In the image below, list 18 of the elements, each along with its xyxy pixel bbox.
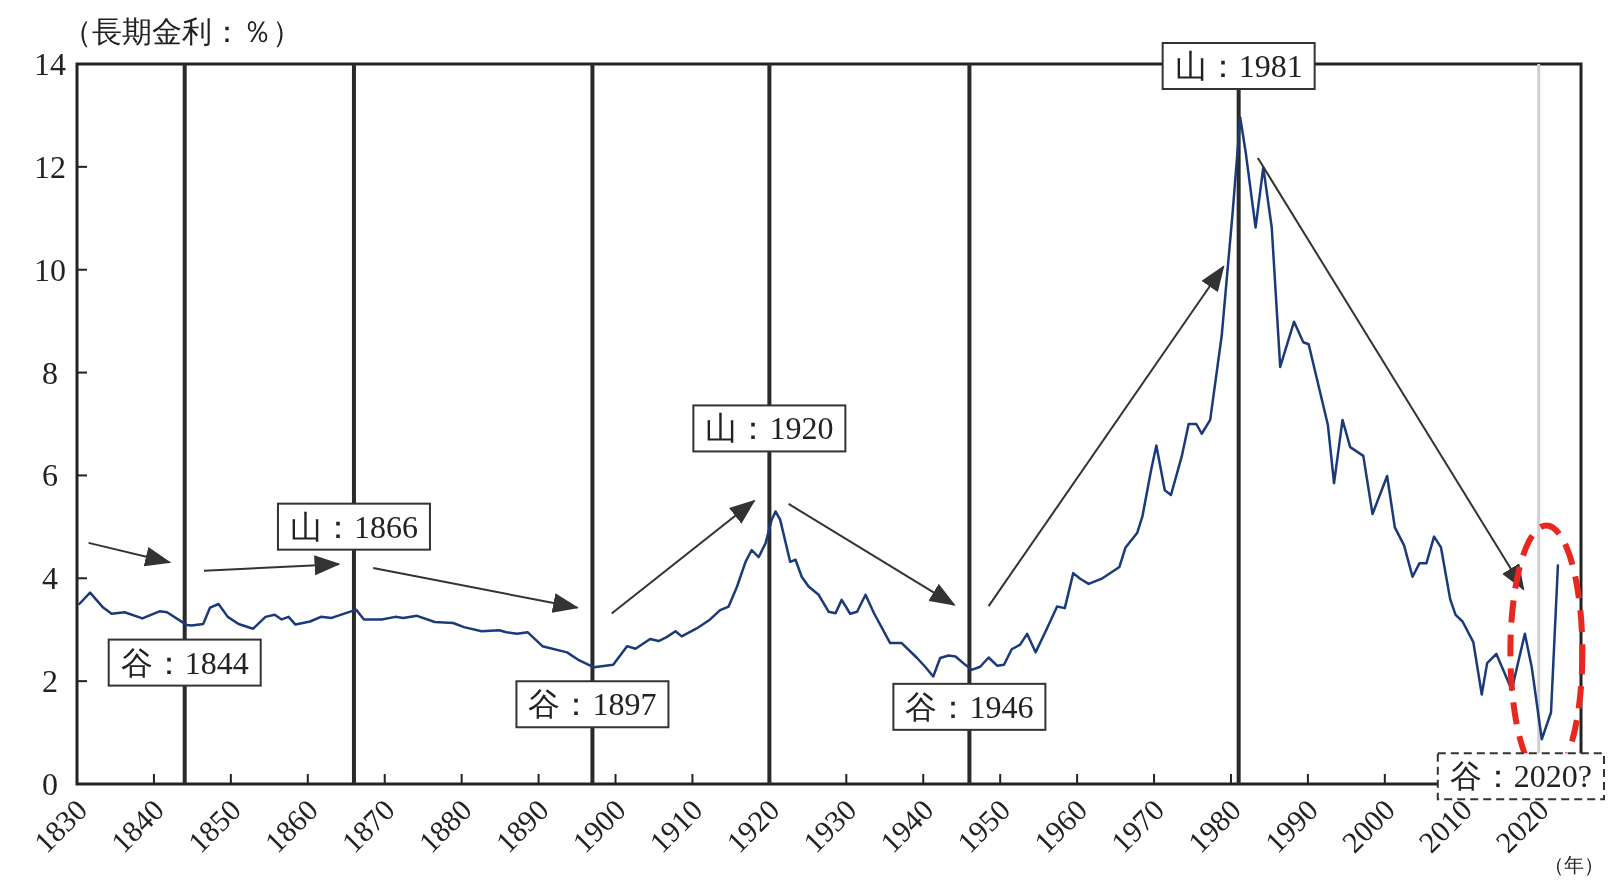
line-series	[78, 116, 1560, 741]
ref-line-label: 谷：1946	[905, 688, 1034, 725]
y-tick-label: 12	[34, 148, 66, 185]
ref-line-label: 山：1866	[289, 508, 418, 545]
y-tick-label: 4	[42, 560, 58, 597]
y-tick-label: 2	[42, 663, 58, 700]
y-tick-label: 14	[34, 46, 66, 82]
ref-line-label: 山：1981	[1174, 48, 1303, 84]
y-tick-label: 10	[34, 251, 66, 288]
ref-line-label: 谷：1897	[528, 686, 657, 723]
x-axis-title: （年）	[1544, 854, 1604, 876]
ref-line-label: 山：1920	[705, 410, 834, 447]
y-tick-label: 0	[42, 766, 58, 802]
ref-line-label: 谷：1844	[120, 644, 249, 681]
y-tick-label: 6	[42, 457, 58, 494]
y-tick-label: 8	[42, 354, 58, 391]
y-axis-title: （長期金利：％）	[62, 15, 302, 48]
ref-line-label: 谷：2020?	[1449, 758, 1592, 795]
